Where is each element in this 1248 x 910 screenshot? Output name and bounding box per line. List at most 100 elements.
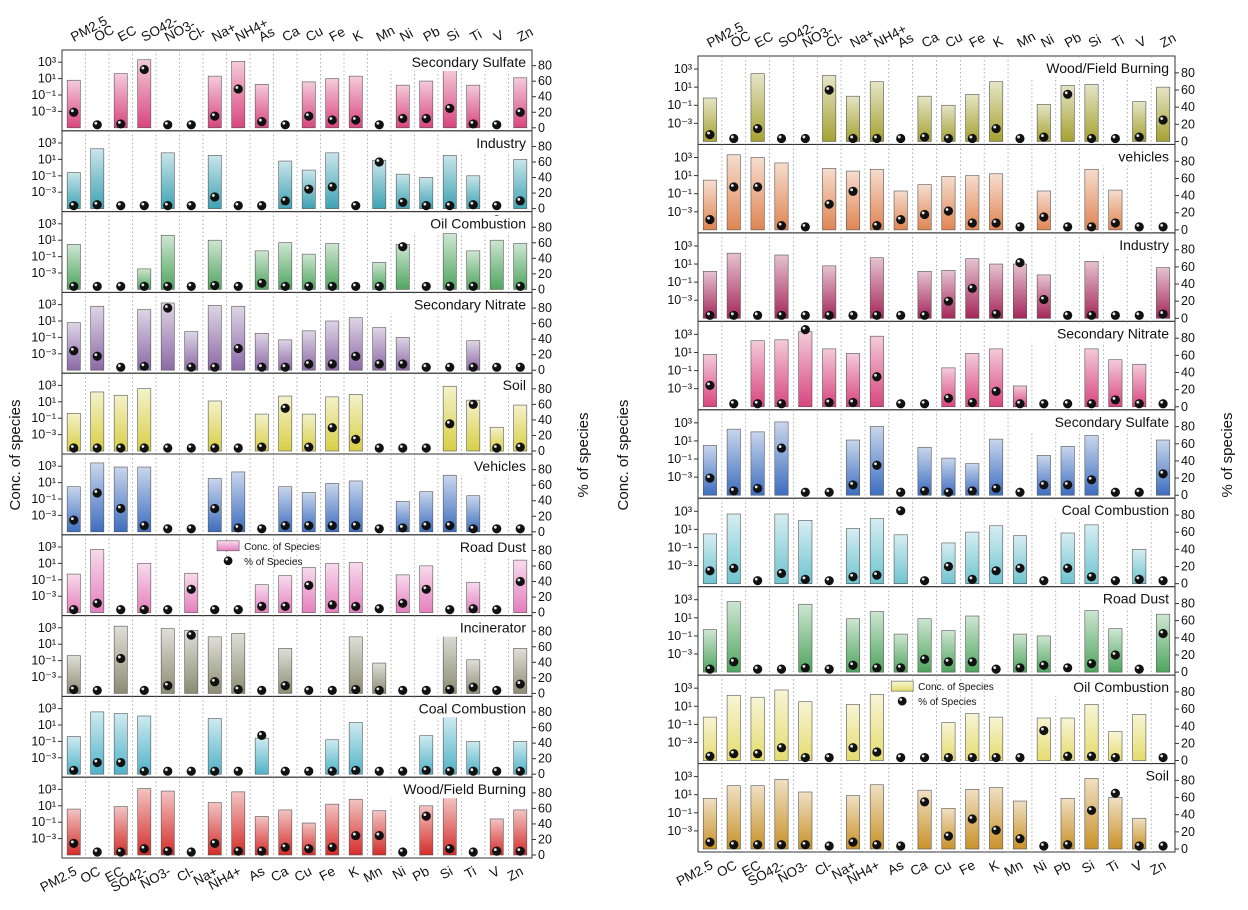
point-ni (398, 523, 408, 533)
point-ni (398, 598, 408, 608)
point-highlight (188, 283, 192, 287)
bar-k (348, 480, 363, 533)
point-highlight (754, 750, 758, 754)
point-k (351, 281, 361, 291)
legend-pct-highlight (899, 698, 903, 701)
point-highlight (1088, 753, 1092, 757)
pct-tick-label: 20 (1181, 648, 1195, 662)
top-species-label-ec: EC (752, 28, 776, 50)
point-nh4plus (233, 343, 243, 354)
bar-ni (1036, 190, 1051, 231)
pct-tick-label: 20 (538, 348, 552, 362)
point-highlight (376, 361, 380, 364)
point-highlight (399, 687, 403, 691)
point-highlight (707, 216, 710, 220)
top-species-label-k: K (350, 27, 365, 44)
point-highlight (188, 121, 192, 125)
pct-tick-label: 20 (1181, 117, 1195, 131)
point-as (257, 685, 267, 696)
point-v (492, 605, 502, 615)
point-highlight (305, 845, 309, 849)
y-tick-label: 10¹ (674, 699, 692, 713)
point-highlight (164, 305, 168, 308)
y-tick-label: 10¹ (38, 72, 56, 86)
bar-oc (726, 785, 741, 850)
panel-title-backing (486, 377, 526, 395)
y-tick-label: 10¹ (674, 169, 692, 183)
bar-ca (278, 809, 293, 856)
panel-title: Secondary Sulfate (412, 54, 527, 70)
point-highlight (352, 353, 356, 357)
point-highlight (969, 816, 973, 819)
point-highlight (211, 445, 215, 448)
point-highlight (707, 666, 710, 670)
point-si (445, 201, 455, 211)
bar-no3minus (798, 701, 813, 761)
point-highlight (164, 283, 168, 287)
point-ec (116, 201, 126, 211)
point-highlight (1064, 400, 1068, 404)
top-species-label-clminus: Cl- (186, 23, 208, 44)
left-y-right-axis-label: % of species (575, 412, 592, 497)
point-nh4plus (872, 570, 882, 580)
pct-tick-label: 40 (538, 736, 552, 750)
bar-fe (325, 563, 340, 613)
point-highlight (802, 489, 806, 493)
point-nh4plus (233, 605, 243, 615)
point-highlight (141, 66, 145, 70)
point-as (896, 487, 906, 497)
point-zn (515, 442, 525, 452)
bar-no3minus (798, 520, 813, 584)
point-ec (753, 399, 763, 409)
bar-k (348, 317, 363, 371)
point-k (351, 830, 361, 841)
point-highlight (1088, 807, 1092, 811)
point-highlight (329, 424, 333, 428)
bar-ca (917, 184, 932, 231)
point-si (1086, 658, 1097, 669)
point-highlight (1017, 135, 1020, 139)
bar-pb (419, 491, 434, 533)
point-so42minus (139, 766, 149, 776)
panel-title: Secondary Nitrate (1057, 325, 1169, 341)
top-species-label-zn: Zn (1157, 30, 1178, 51)
bottom-species-label-mn: Mn (1002, 857, 1026, 879)
pct-tick-label: 20 (1181, 294, 1195, 308)
point-ni (398, 685, 408, 696)
pct-tick-label: 20 (538, 186, 552, 200)
bottom-species-label-clminus: Cl- (174, 863, 196, 884)
point-highlight (211, 282, 215, 286)
point-ni (398, 847, 408, 857)
pct-tick-label: 40 (538, 575, 552, 589)
point-zn (515, 846, 525, 856)
point-ni (398, 443, 408, 453)
point-ca (280, 281, 290, 291)
bar-naplus (846, 170, 861, 231)
y-tick-label: 10¹ (674, 345, 692, 359)
point-highlight (707, 753, 710, 757)
point-highlight (1136, 843, 1140, 846)
bar-ec (750, 340, 765, 408)
point-cu (943, 133, 954, 144)
bar-nh4plus (869, 784, 884, 850)
point-highlight (1088, 476, 1092, 480)
y-tick-label: 10³ (38, 621, 56, 635)
bottom-species-label-as: As (885, 857, 906, 878)
point-highlight (235, 445, 239, 448)
point-fe (327, 281, 337, 291)
pct-tick-label: 60 (538, 155, 552, 169)
bar-pb (1060, 532, 1075, 584)
point-highlight (730, 184, 734, 187)
point-highlight (1041, 400, 1044, 404)
top-species-label-cu: Cu (943, 29, 965, 50)
bar-si (442, 632, 457, 694)
pct-tick-label: 40 (1181, 189, 1195, 203)
point-highlight (1017, 664, 1020, 668)
point-highlight (376, 283, 380, 287)
panel-title: Secondary Nitrate (414, 296, 526, 312)
pct-tick-label: 80 (538, 59, 552, 73)
point-naplus (848, 480, 858, 490)
point-highlight (282, 768, 286, 772)
bottom-species-label-si: Si (1079, 857, 1097, 876)
point-highlight (470, 605, 474, 609)
